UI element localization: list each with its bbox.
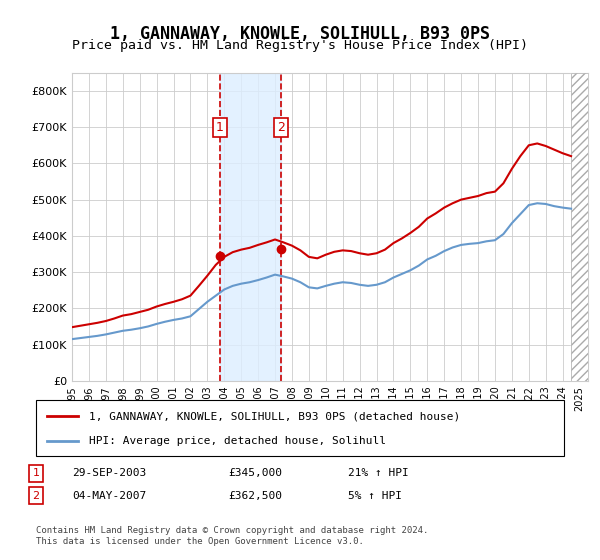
FancyBboxPatch shape — [36, 400, 564, 456]
Text: 2: 2 — [277, 120, 284, 134]
Text: 1: 1 — [32, 468, 40, 478]
Text: 21% ↑ HPI: 21% ↑ HPI — [348, 468, 409, 478]
Text: 29-SEP-2003: 29-SEP-2003 — [72, 468, 146, 478]
Text: 5% ↑ HPI: 5% ↑ HPI — [348, 491, 402, 501]
Bar — [571, 73, 588, 381]
Text: 1, GANNAWAY, KNOWLE, SOLIHULL, B93 0PS (detached house): 1, GANNAWAY, KNOWLE, SOLIHULL, B93 0PS (… — [89, 411, 460, 421]
Text: 2: 2 — [32, 491, 40, 501]
Text: Price paid vs. HM Land Registry's House Price Index (HPI): Price paid vs. HM Land Registry's House … — [72, 39, 528, 52]
Text: 1: 1 — [216, 120, 224, 134]
Text: 1, GANNAWAY, KNOWLE, SOLIHULL, B93 0PS: 1, GANNAWAY, KNOWLE, SOLIHULL, B93 0PS — [110, 25, 490, 43]
Text: HPI: Average price, detached house, Solihull: HPI: Average price, detached house, Soli… — [89, 436, 386, 446]
Bar — [571, 73, 588, 381]
Bar — [220, 73, 281, 381]
Text: £345,000: £345,000 — [228, 468, 282, 478]
Text: 04-MAY-2007: 04-MAY-2007 — [72, 491, 146, 501]
Text: Contains HM Land Registry data © Crown copyright and database right 2024.
This d: Contains HM Land Registry data © Crown c… — [36, 526, 428, 546]
Text: £362,500: £362,500 — [228, 491, 282, 501]
